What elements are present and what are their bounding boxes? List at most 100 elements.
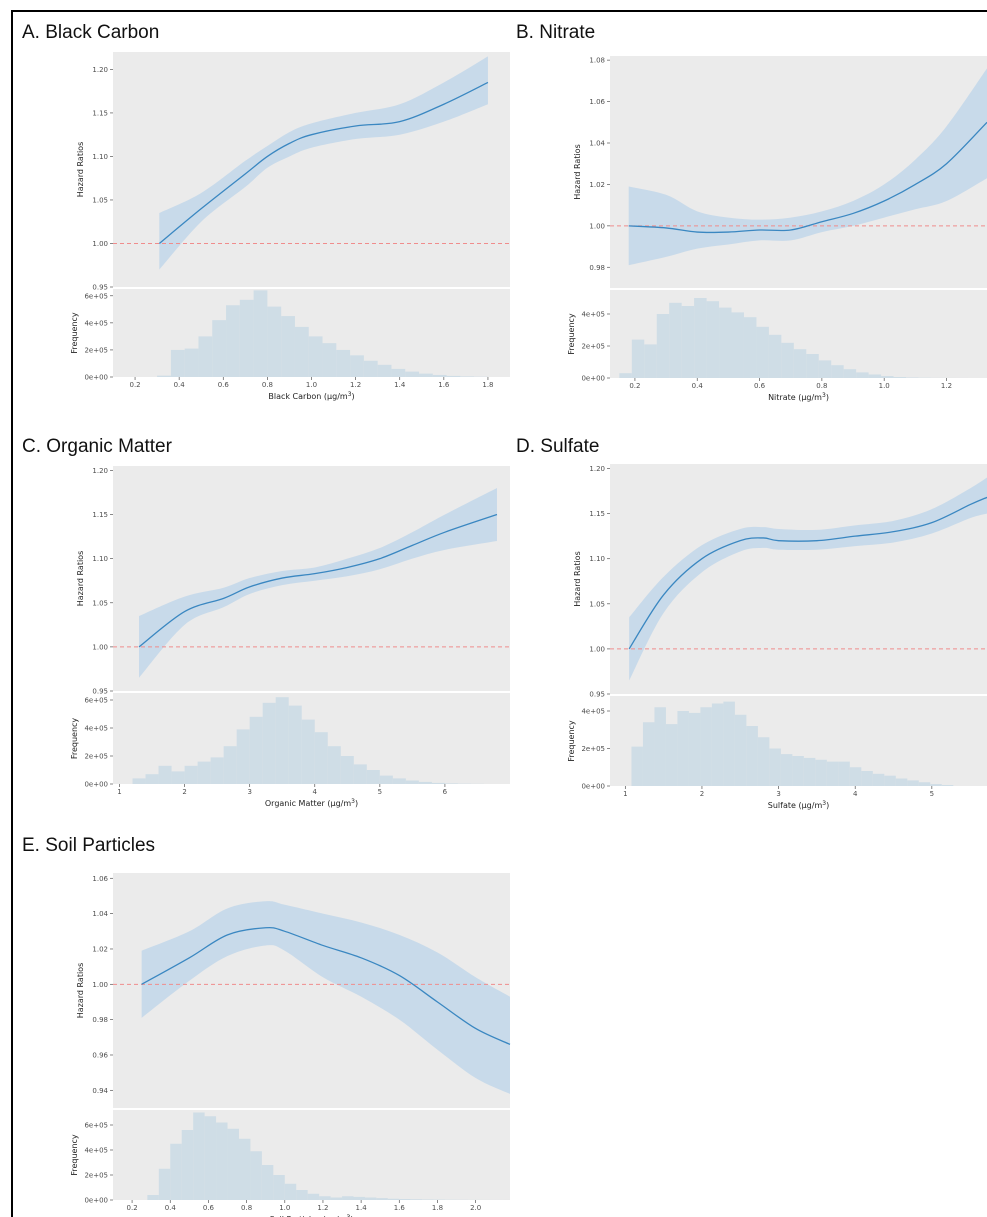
histogram-bar	[631, 339, 645, 378]
histogram-bar	[223, 746, 237, 784]
histogram-bar	[145, 774, 159, 784]
y-tick-label: 1.05	[92, 599, 108, 607]
y-tick-label: 1.04	[589, 140, 605, 148]
hist-y-tick-label: 6e+05	[84, 697, 108, 705]
x-tick-label: 1.8	[482, 381, 493, 389]
y-tick-label: 1.15	[589, 510, 605, 518]
x-tick-label: 0.2	[127, 1204, 138, 1212]
histogram-bar	[308, 336, 323, 377]
hist-y-tick-label: 2e+05	[581, 343, 605, 351]
histogram-bar	[158, 765, 172, 784]
y-tick-label: 1.08	[589, 57, 605, 65]
x-tick-label: 1	[117, 788, 121, 796]
histogram-bar	[249, 716, 263, 784]
y-axis-label: Hazard Ratios	[76, 551, 85, 607]
confidence-band	[139, 488, 497, 678]
histogram-bar	[147, 1195, 159, 1200]
histogram-bar	[872, 773, 885, 786]
histogram-bar	[391, 368, 406, 377]
x-tick-label: 5	[378, 788, 382, 796]
hist-y-tick-label: 2e+05	[84, 753, 108, 761]
histogram-bar	[642, 722, 655, 786]
histogram-bar	[838, 761, 850, 786]
x-axis-label: Organic Matter (µg/m3)	[265, 798, 358, 808]
confidence-band	[159, 56, 488, 270]
y-tick-label: 1.10	[92, 555, 108, 563]
histogram-bar	[881, 376, 894, 378]
histogram-bar	[261, 1165, 274, 1200]
histogram-bar	[197, 761, 211, 784]
hazard-ratio-line	[158, 81, 489, 244]
x-tick-label: 0.8	[262, 381, 273, 389]
histogram-bar	[734, 714, 747, 786]
outer-border-top	[11, 10, 987, 12]
histogram-bar	[631, 746, 643, 786]
y-axis-label: Hazard Ratios	[573, 144, 582, 200]
histogram-bar	[843, 369, 857, 378]
y-tick-label: 1.00	[92, 240, 108, 248]
histogram-bar	[422, 1199, 434, 1200]
histogram-bar	[769, 748, 781, 786]
histogram-bar	[893, 377, 906, 378]
histogram-bar	[212, 320, 227, 377]
hist-y-axis-label: Frequency	[70, 312, 79, 354]
histogram-bar	[644, 344, 657, 378]
histogram-bar	[377, 364, 392, 377]
hist-y-tick-label: 0e+00	[84, 781, 108, 789]
histogram-bar	[366, 770, 380, 784]
y-tick-label: 0.94	[92, 1087, 108, 1095]
x-tick-label: 0.8	[241, 1204, 252, 1212]
x-tick-label: 0.6	[754, 382, 766, 390]
y-tick-label: 1.10	[92, 153, 108, 161]
y-tick-label: 1.20	[92, 467, 108, 475]
histogram-bar	[184, 765, 198, 784]
hist-y-tick-label: 4e+05	[581, 708, 605, 716]
histogram-bar	[193, 1112, 205, 1200]
panel-title-b: B. Nitrate	[516, 22, 596, 43]
hazard-ratio-line	[628, 496, 987, 650]
hist-y-tick-label: 6e+05	[84, 292, 108, 300]
histogram-bar	[342, 1196, 354, 1200]
x-tick-label: 1.2	[941, 382, 952, 390]
x-tick-label: 1.0	[306, 381, 317, 389]
panel-d-chart: 0.95 1.00 1.05 1.10 1.15 1.20 0e+00 2e+05 4e+05 1…	[567, 464, 987, 810]
hist-y-tick-label: 6e+05	[84, 1122, 108, 1130]
y-axis-label: Hazard Ratios	[573, 551, 582, 607]
histogram-bar	[364, 1197, 377, 1200]
histogram-bar	[711, 703, 724, 786]
histogram-bar	[319, 1196, 331, 1200]
y-axis-label: Hazard Ratios	[76, 142, 85, 198]
histogram-bar	[405, 371, 420, 377]
x-tick-label: 0.2	[629, 382, 640, 390]
histogram-bar	[284, 1183, 297, 1200]
histogram-bar	[353, 764, 367, 784]
hist-y-tick-label: 0e+00	[84, 374, 108, 382]
x-tick-label: 1.6	[438, 381, 450, 389]
hist-y-tick-label: 4e+05	[581, 311, 605, 319]
histogram-bar	[250, 1151, 262, 1200]
hazard-ratio-line	[628, 121, 987, 234]
hazard-ratio-line	[138, 513, 498, 648]
hist-y-tick-label: 4e+05	[84, 725, 108, 733]
x-tick-label: 0.4	[165, 1204, 177, 1212]
panel-title-e: E. Soil Particles	[22, 835, 156, 856]
histogram-bar	[768, 334, 782, 378]
x-tick-label: 0.4	[692, 382, 704, 390]
confidence-band	[141, 901, 510, 1094]
histogram-bar	[410, 1199, 423, 1200]
y-tick-label: 1.00	[589, 645, 605, 653]
panel-title-d: D. Sulfate	[516, 436, 600, 457]
histogram-bar	[307, 1193, 320, 1200]
histogram-bar	[387, 1198, 400, 1200]
histogram-bar	[273, 1175, 285, 1200]
histogram-bar	[688, 712, 701, 786]
histogram-bar	[226, 305, 240, 377]
x-axis-label: Black Carbon (µg/m3)	[268, 391, 354, 401]
histogram-bar	[706, 301, 720, 378]
histogram-bar	[656, 314, 670, 378]
y-tick-label: 1.00	[589, 222, 605, 230]
x-tick-label: 2	[700, 790, 704, 798]
histogram-bar	[350, 355, 364, 377]
x-tick-label: 1.8	[432, 1204, 443, 1212]
histogram-bar	[669, 302, 682, 378]
